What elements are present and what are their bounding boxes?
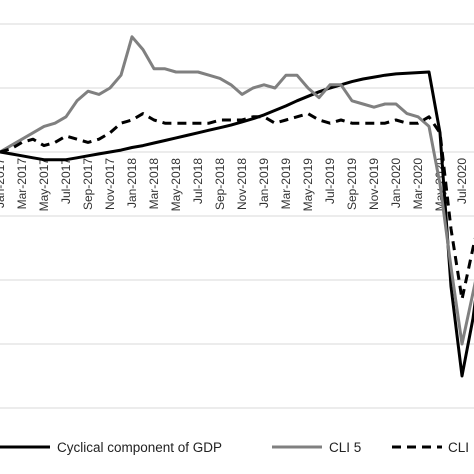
x-tick-label: Mar-2020 bbox=[411, 158, 425, 210]
legend-label: CLI 5 bbox=[329, 440, 361, 455]
x-tick-label: Mar-2019 bbox=[279, 158, 293, 210]
x-tick-label: Sep-2018 bbox=[213, 158, 227, 210]
series-line-2 bbox=[0, 35, 474, 346]
x-tick-label: Mar-2018 bbox=[147, 158, 161, 210]
gridlines bbox=[0, 23, 474, 409]
x-tick-label: May-2018 bbox=[169, 158, 183, 212]
x-tick-label: Jul-2018 bbox=[191, 158, 205, 204]
x-tick-label: May-2019 bbox=[301, 158, 315, 212]
x-axis-tick-labels: Jan-2017 Mar-2017 May-2017 Jul-2017 Sep-2017… bbox=[0, 158, 469, 212]
legend: Cyclical component of GDP CLI 5 CLI bbox=[0, 440, 469, 455]
x-tick-label: Nov-2019 bbox=[367, 158, 381, 210]
x-tick-label: May-2017 bbox=[37, 158, 51, 212]
x-tick-label: Jan-2017 bbox=[0, 158, 7, 208]
x-tick-label: Nov-2018 bbox=[235, 158, 249, 210]
x-tick-label: Jan-2020 bbox=[389, 158, 403, 208]
series-lines bbox=[0, 35, 474, 378]
x-tick-label: Sep-2019 bbox=[345, 158, 359, 210]
legend-label: Cyclical component of GDP bbox=[57, 440, 222, 455]
legend-label: CLI bbox=[448, 440, 469, 455]
x-tick-label: Jul-2017 bbox=[59, 158, 73, 204]
x-tick-label: Mar-2017 bbox=[15, 158, 29, 210]
series-line-1 bbox=[0, 70, 474, 378]
x-tick-label: Jan-2019 bbox=[257, 158, 271, 208]
series-line-3 bbox=[0, 112, 474, 301]
x-tick-label: Sep-2017 bbox=[81, 158, 95, 210]
x-tick-label: Jan-2018 bbox=[125, 158, 139, 208]
x-tick-label: Jul-2019 bbox=[323, 158, 337, 204]
x-tick-label: Nov-2017 bbox=[103, 158, 117, 210]
x-tick-label: Jul-2020 bbox=[455, 158, 469, 204]
